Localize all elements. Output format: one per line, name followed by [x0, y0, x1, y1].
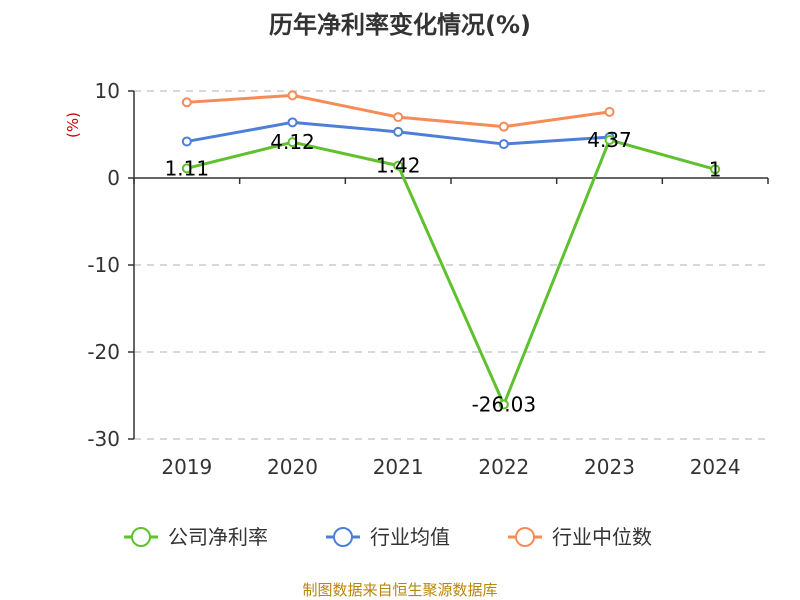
- legend-label: 公司净利率: [168, 525, 268, 549]
- grid: [134, 90, 768, 440]
- legend-marker: [333, 527, 353, 547]
- legend-label: 行业均值: [370, 525, 450, 549]
- legend-item: 行业中位数: [508, 525, 652, 549]
- y-tick-label: 10: [95, 79, 120, 103]
- chart-title: 历年净利率变化情况(%): [269, 11, 531, 39]
- data-point: [287, 137, 298, 148]
- data-label: 1.11: [165, 156, 210, 180]
- data-label: 1.42: [376, 154, 421, 178]
- x-tick-label: 2019: [161, 455, 212, 479]
- data-labels: 1.11 4.12 1.42 -26.03 4.37 1: [165, 128, 722, 416]
- data-point: [710, 164, 721, 175]
- data-point: [498, 121, 509, 132]
- series-line: [186, 138, 716, 406]
- y-tick-label: 0: [107, 166, 120, 190]
- x-tick-label: 2023: [584, 455, 635, 479]
- data-point: [181, 136, 192, 147]
- data-point: [393, 126, 404, 137]
- data-label: 4.12: [270, 130, 315, 154]
- axes: 10 0 -10 -20 -30 2019 2020 2021 2022 2023 2024: [87, 79, 769, 479]
- x-tick-label: 2020: [267, 455, 318, 479]
- data-point: [604, 106, 615, 117]
- data-point: [393, 160, 404, 171]
- data-point: [498, 139, 509, 150]
- series: [181, 90, 721, 410]
- y-tick-label: -20: [87, 340, 120, 364]
- data-label: 4.37: [587, 128, 632, 152]
- x-tick-label: 2021: [373, 455, 424, 479]
- data-point: [287, 90, 298, 101]
- data-point: [604, 134, 615, 145]
- data-label: -26.03: [472, 392, 536, 416]
- legend-marker: [131, 527, 151, 547]
- data-label: 1: [709, 157, 722, 181]
- y-tick-label: -30: [87, 427, 120, 451]
- legend: 公司净利率 行业均值 行业中位数: [124, 525, 652, 549]
- legend-item: 行业均值: [326, 525, 450, 549]
- data-point: [181, 97, 192, 108]
- y-tick-label: -10: [87, 253, 120, 277]
- data-point: [498, 399, 509, 410]
- x-tick-label: 2024: [690, 455, 741, 479]
- x-tick-label: 2022: [478, 455, 529, 479]
- data-point: [393, 112, 404, 123]
- legend-marker: [515, 527, 535, 547]
- legend-label: 行业中位数: [552, 525, 652, 549]
- y-axis-label: (%): [64, 112, 82, 138]
- source-note: 制图数据来自恒生聚源数据库: [302, 581, 497, 599]
- legend-item: 公司净利率: [124, 525, 268, 549]
- data-point: [181, 163, 192, 174]
- data-point: [287, 117, 298, 128]
